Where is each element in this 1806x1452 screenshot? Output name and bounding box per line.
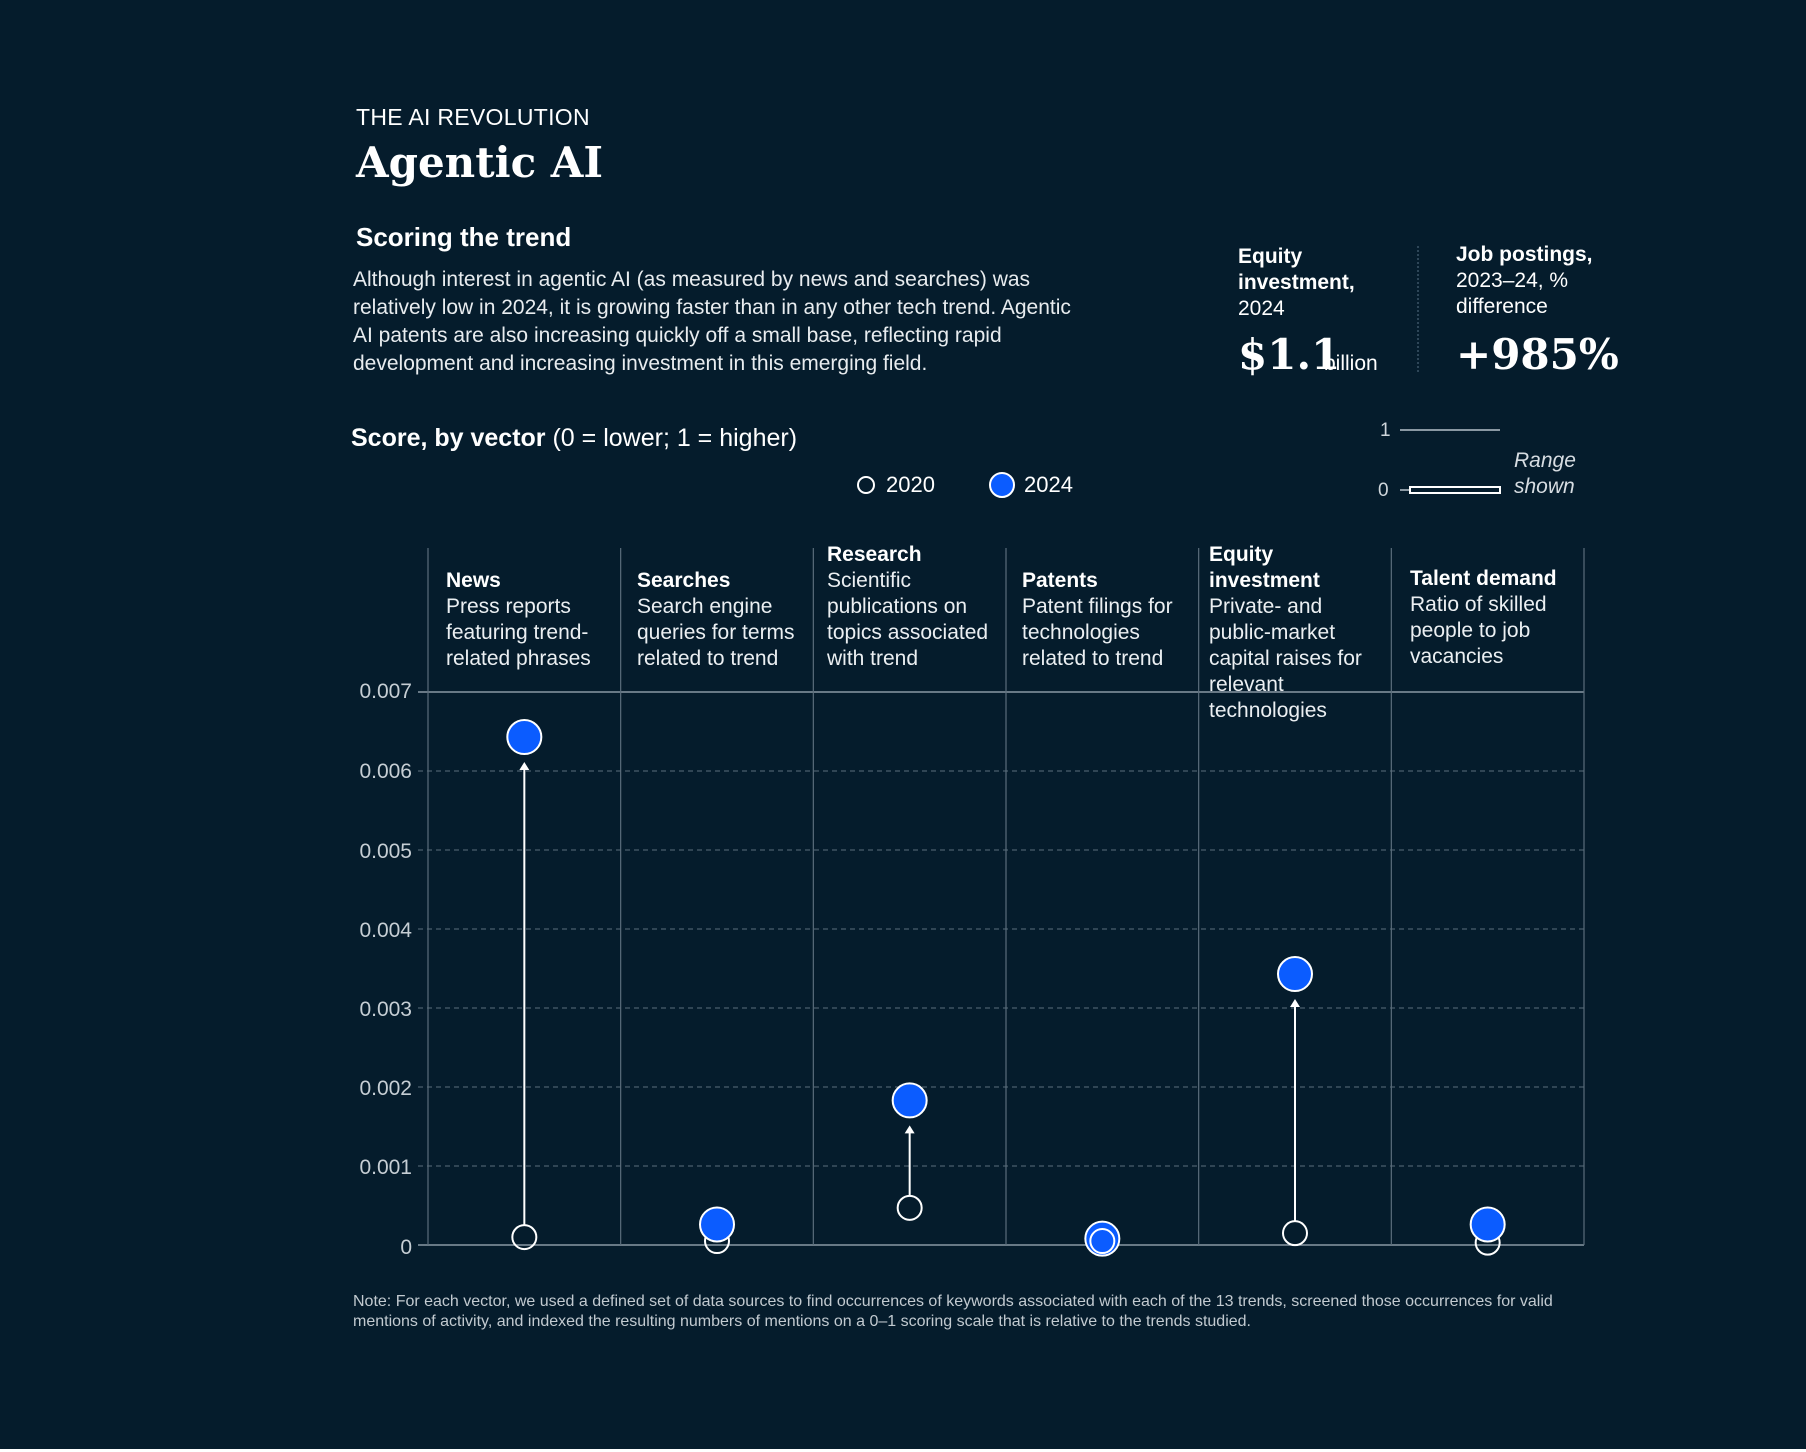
kpi-equity-unit: billion	[1324, 352, 1378, 375]
kpi-equity-label: Equity investment, 2024	[1238, 244, 1398, 322]
section-title: Scoring the trend	[356, 222, 572, 252]
column-header-equity-investment: Equity investment Private- and public-ma…	[1209, 542, 1389, 724]
eyebrow: THE AI REVOLUTION	[356, 104, 590, 130]
column-name: News	[446, 569, 501, 592]
chart-title-rest: (0 = lower; 1 = higher)	[545, 424, 798, 452]
column-description: Press reports featuring trend-related ph…	[446, 595, 591, 670]
y-tick-label-1: 0.001	[359, 1156, 412, 1179]
column-description: Ratio of skilled people to job vacancies	[1410, 593, 1547, 668]
range-tick-bottom: 0	[1378, 480, 1389, 501]
point-2024	[1469, 1206, 1506, 1243]
column-name: Talent demand	[1410, 567, 1557, 590]
y-tick-label-4: 0.004	[359, 919, 412, 942]
kpi-equity-value: $1.1	[1238, 330, 1341, 379]
footnote: Note: For each vector, we used a defined…	[353, 1293, 1553, 1330]
kpi-jobs-label: Job postings, 2023–24, % difference	[1456, 242, 1636, 320]
chart-title-bold: Score, by vector	[351, 424, 546, 452]
kpi-equity-label-rest: 2024	[1238, 297, 1285, 320]
description: Although interest in agentic AI (as meas…	[353, 268, 1071, 375]
chart-title: Score, by vector (0 = lower; 1 = higher)	[351, 424, 797, 453]
column-name: Research	[827, 543, 922, 566]
y-tick-label-2: 0.002	[359, 1077, 412, 1100]
column-description: Patent filings for technologies related …	[1022, 595, 1173, 670]
point-2024	[506, 719, 543, 756]
kpi-equity-label-bold: Equity investment,	[1238, 245, 1355, 294]
column-description: Private- and public-market capital raise…	[1209, 595, 1362, 722]
column-header-patents: Patents Patent filings for technologies …	[1022, 568, 1198, 672]
point-2024	[1277, 956, 1313, 993]
column-header-talent-demand: Talent demand Ratio of skilled people to…	[1410, 566, 1580, 670]
point-2020	[896, 1194, 923, 1221]
legend-marker-2024	[989, 472, 1015, 498]
column-name: Patents	[1022, 569, 1098, 592]
y-tick-label-6: 0.006	[359, 760, 412, 783]
range-shown-bar	[1409, 486, 1501, 494]
point-2020	[511, 1224, 538, 1251]
point-2020	[1282, 1220, 1308, 1247]
range-label: Range shown	[1514, 449, 1576, 498]
point-2024	[699, 1206, 735, 1243]
point-2024	[1084, 1220, 1121, 1257]
kpi-divider	[1417, 246, 1419, 372]
column-header-searches: Searches Search engine queries for terms…	[637, 568, 813, 672]
kpi-jobs-value: +985%	[1456, 330, 1619, 379]
column-name: Equity investment	[1209, 543, 1320, 592]
range-tick-top: 1	[1380, 420, 1391, 441]
y-tick-label-3: 0.003	[359, 998, 412, 1021]
point-2020-overlay	[1089, 1228, 1116, 1255]
y-tick-label-7: 0.007	[359, 680, 412, 703]
column-description: Scientific publications on topics associ…	[827, 569, 989, 670]
page-title: Agentic AI	[356, 138, 603, 187]
y-tick-label-5: 0.005	[359, 840, 412, 863]
column-description: Search engine queries for terms related …	[637, 595, 795, 670]
legend-label-2024: 2024	[1024, 472, 1073, 497]
legend-label-2020: 2020	[886, 472, 935, 497]
y-tick-label-0: 0	[400, 1236, 412, 1259]
legend-marker-2020	[857, 476, 875, 494]
column-header-research: Research Scientific publications on topi…	[827, 542, 1003, 672]
column-header-news: News Press reports featuring trend-relat…	[446, 568, 622, 672]
kpi-jobs-label-rest: 2023–24, % difference	[1456, 269, 1569, 318]
column-name: Searches	[637, 569, 731, 592]
point-2024	[891, 1082, 928, 1119]
kpi-jobs-label-bold: Job postings,	[1456, 243, 1593, 266]
